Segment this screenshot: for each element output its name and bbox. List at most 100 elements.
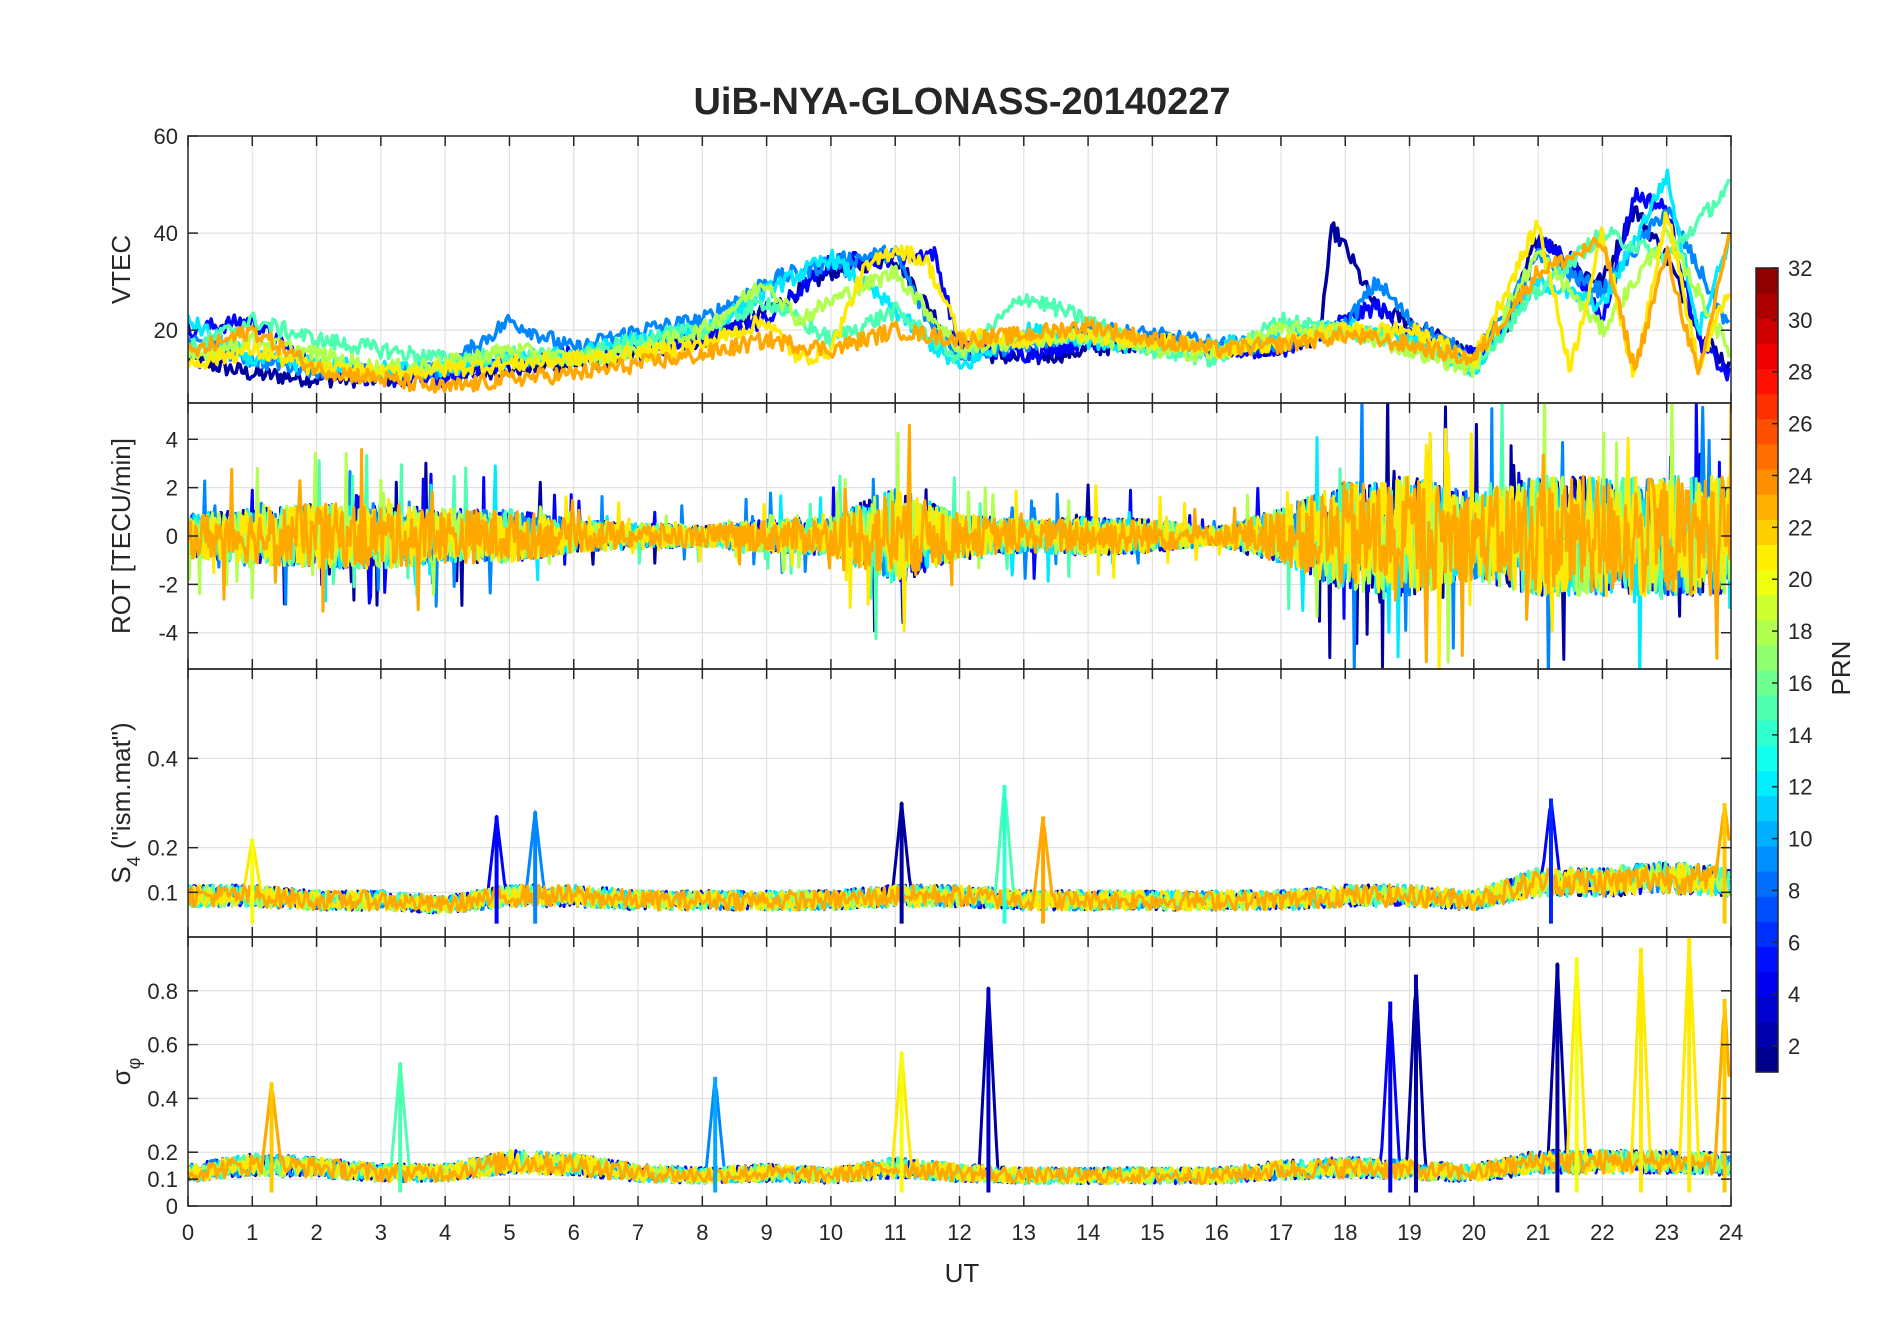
x-axis: UT 0 1 2 3 4 5 6 7 8 9 10 11 12 13 14 15 16 17 18 19 20 21 22 2… <box>182 1220 1743 1288</box>
panel-s4: 0.1 0.2 0.4S4 ("ism.mat") <box>106 668 1732 938</box>
series-group <box>188 937 1731 1193</box>
y-tick-label: 0.2 <box>147 836 178 861</box>
series-line-prn-21 <box>188 427 1731 669</box>
colorbar-segment <box>1756 368 1778 395</box>
panel-rot: -4 -2 0 2 4 ROT [TECU/min] <box>106 402 1732 670</box>
colorbar-segment <box>1756 670 1778 696</box>
x-tick-label: 20 <box>1462 1220 1486 1245</box>
y-tick-label: 4 <box>166 427 178 452</box>
x-tick-label: 21 <box>1526 1220 1550 1245</box>
colorbar-segment <box>1756 393 1778 420</box>
x-tick-label: 0 <box>182 1220 194 1245</box>
colorbar-segment <box>1756 820 1778 847</box>
colorbar-segment <box>1756 845 1778 872</box>
y-axis-label: σφ <box>106 1058 144 1086</box>
x-tick-label: 4 <box>439 1220 451 1245</box>
colorbar-segment <box>1756 745 1778 772</box>
y-axis-label: VTEC <box>106 235 136 304</box>
series-group <box>188 785 1731 924</box>
colorbar-tick-label: 28 <box>1788 360 1812 385</box>
colorbar-segment <box>1756 443 1778 470</box>
x-tick-label: 18 <box>1333 1220 1357 1245</box>
x-tick-label: 11 <box>884 1220 907 1245</box>
colorbar-segment <box>1756 343 1778 370</box>
x-tick-label: 1 <box>246 1220 258 1245</box>
colorbar-tick-label: 4 <box>1788 982 1800 1007</box>
series-group <box>188 168 1731 394</box>
colorbar-segment <box>1756 1021 1778 1048</box>
colorbar-segment <box>1756 644 1778 671</box>
colorbar-segment <box>1756 569 1778 596</box>
y-tick-label: 0.4 <box>147 746 178 771</box>
colorbar-label: PRN <box>1826 641 1856 696</box>
x-tick-label: 7 <box>632 1220 644 1245</box>
colorbar-segment <box>1756 418 1778 445</box>
colorbar-tick-label: 6 <box>1788 930 1800 955</box>
series-line-prn-23 <box>188 232 1731 394</box>
x-tick-label: 2 <box>310 1220 322 1245</box>
y-tick-label: -2 <box>158 572 178 597</box>
x-tick-label: 15 <box>1140 1220 1164 1245</box>
colorbar-tick-label: 32 <box>1788 256 1812 281</box>
x-tick-label: 5 <box>503 1220 515 1245</box>
colorbar-tick-label: 30 <box>1788 308 1812 333</box>
colorbar-segment <box>1756 770 1778 797</box>
y-tick-label: -4 <box>158 621 178 646</box>
figure-title: UiB-NYA-GLONASS-20140227 <box>693 81 1230 123</box>
x-tick-label: 17 <box>1269 1220 1293 1245</box>
colorbar-tick-label: 12 <box>1788 775 1812 800</box>
x-tick-label: 24 <box>1719 1220 1743 1245</box>
colorbar-segment <box>1756 293 1778 319</box>
y-axis-label: S4 ("ism.mat") <box>106 722 144 883</box>
colorbar-segment <box>1756 996 1778 1023</box>
colorbar-segment <box>1756 896 1778 922</box>
x-tick-label: 13 <box>1012 1220 1036 1245</box>
colorbar-tick-label: 10 <box>1788 827 1812 852</box>
colorbar-segment <box>1756 519 1778 545</box>
colorbar-segment <box>1756 946 1778 973</box>
colorbar-tick-label: 18 <box>1788 619 1812 644</box>
y-tick-label: 0.1 <box>147 1167 178 1192</box>
x-tick-label: 23 <box>1654 1220 1678 1245</box>
y-tick-label: 60 <box>154 124 178 149</box>
series-line-prn-23 <box>188 806 1731 913</box>
x-tick-label: 22 <box>1590 1220 1614 1245</box>
panel-vtec: 20 40 60 VTEC <box>106 124 1732 404</box>
x-tick-label: 8 <box>696 1220 708 1245</box>
y-tick-label: 0 <box>166 524 178 549</box>
x-axis-label: UT <box>945 1258 980 1288</box>
y-tick-label: 20 <box>154 318 178 343</box>
series-line-prn-23 <box>188 403 1731 664</box>
x-tick-label: 19 <box>1397 1220 1421 1245</box>
y-tick-label: 0.1 <box>147 880 178 905</box>
colorbar-segment <box>1756 695 1778 721</box>
colorbar-tick-label: 26 <box>1788 412 1812 437</box>
colorbar-segment <box>1756 494 1778 520</box>
x-tick-label: 16 <box>1204 1220 1228 1245</box>
colorbar-tick-label: 16 <box>1788 671 1812 696</box>
colorbar-segment <box>1756 1046 1778 1073</box>
colorbar-tick-label: 14 <box>1788 723 1812 748</box>
colorbar-segment <box>1756 619 1778 646</box>
y-tick-label: 0 <box>166 1194 178 1219</box>
series-group <box>188 403 1731 669</box>
series-line-prn-23 <box>188 1008 1731 1185</box>
colorbar-segment <box>1756 921 1778 947</box>
y-tick-label: 2 <box>166 476 178 501</box>
y-axis-label: ROT [TECU/min] <box>106 438 136 634</box>
x-tick-label: 6 <box>568 1220 580 1245</box>
panel-sigma-phi: 00.10.2 0.4 0.6 0.8 σφ <box>106 936 1732 1219</box>
y-tick-label: 0.4 <box>147 1086 178 1111</box>
colorbar-tick-label: 24 <box>1788 463 1812 488</box>
colorbar-segment <box>1756 594 1778 621</box>
colorbar-segment <box>1756 268 1778 294</box>
x-tick-label: 14 <box>1076 1220 1100 1245</box>
colorbar-segment <box>1756 544 1778 571</box>
colorbar-segment <box>1756 971 1778 998</box>
colorbar-segment <box>1756 795 1778 822</box>
colorbar-segment <box>1756 720 1778 746</box>
x-tick-label: 12 <box>947 1220 971 1245</box>
colorbar-frame <box>1755 267 1779 1073</box>
x-tick-label: 3 <box>375 1220 387 1245</box>
y-tick-label: 40 <box>154 221 178 246</box>
